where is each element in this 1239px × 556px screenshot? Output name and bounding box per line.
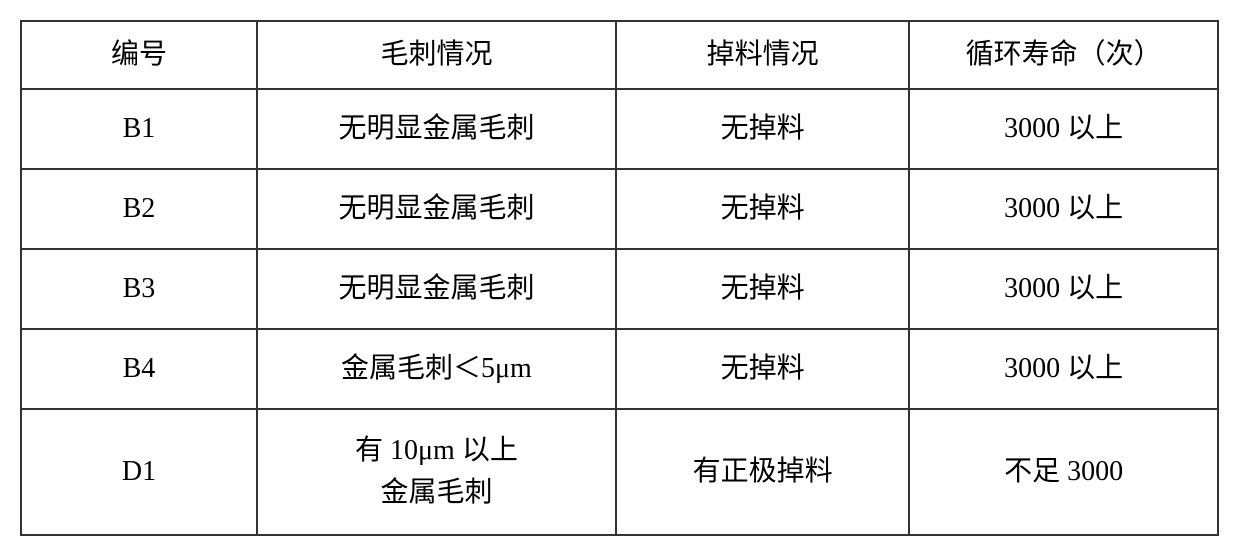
table-cell: 3000 以上 (909, 249, 1218, 329)
table-row: D1 有 10μm 以上金属毛刺 有正极掉料 不足 3000 (21, 409, 1218, 535)
table-cell: 无掉料 (616, 89, 909, 169)
table-cell: 3000 以上 (909, 329, 1218, 409)
table-row: B3 无明显金属毛刺 无掉料 3000 以上 (21, 249, 1218, 329)
table-cell: 无掉料 (616, 329, 909, 409)
table-cell: B3 (21, 249, 257, 329)
table-cell: 无掉料 (616, 169, 909, 249)
table-cell: 金属毛刺＜5μm (257, 329, 616, 409)
data-table: 编号 毛刺情况 掉料情况 循环寿命（次） B1 无明显金属毛刺 无掉料 3000… (20, 20, 1219, 536)
table-cell: 有正极掉料 (616, 409, 909, 535)
table-cell: 3000 以上 (909, 169, 1218, 249)
table-row: B2 无明显金属毛刺 无掉料 3000 以上 (21, 169, 1218, 249)
table-row: B1 无明显金属毛刺 无掉料 3000 以上 (21, 89, 1218, 169)
table-header-row: 编号 毛刺情况 掉料情况 循环寿命（次） (21, 21, 1218, 89)
column-header: 循环寿命（次） (909, 21, 1218, 89)
column-header: 编号 (21, 21, 257, 89)
table-cell: 无掉料 (616, 249, 909, 329)
table-cell: 3000 以上 (909, 89, 1218, 169)
table-cell: B1 (21, 89, 257, 169)
table-cell: 无明显金属毛刺 (257, 169, 616, 249)
table-cell: 不足 3000 (909, 409, 1218, 535)
table-cell: 有 10μm 以上金属毛刺 (257, 409, 616, 535)
column-header: 毛刺情况 (257, 21, 616, 89)
table-row: B4 金属毛刺＜5μm 无掉料 3000 以上 (21, 329, 1218, 409)
table-cell: B4 (21, 329, 257, 409)
column-header: 掉料情况 (616, 21, 909, 89)
table-cell: 无明显金属毛刺 (257, 89, 616, 169)
table-cell: D1 (21, 409, 257, 535)
table-cell: 无明显金属毛刺 (257, 249, 616, 329)
table-cell: B2 (21, 169, 257, 249)
